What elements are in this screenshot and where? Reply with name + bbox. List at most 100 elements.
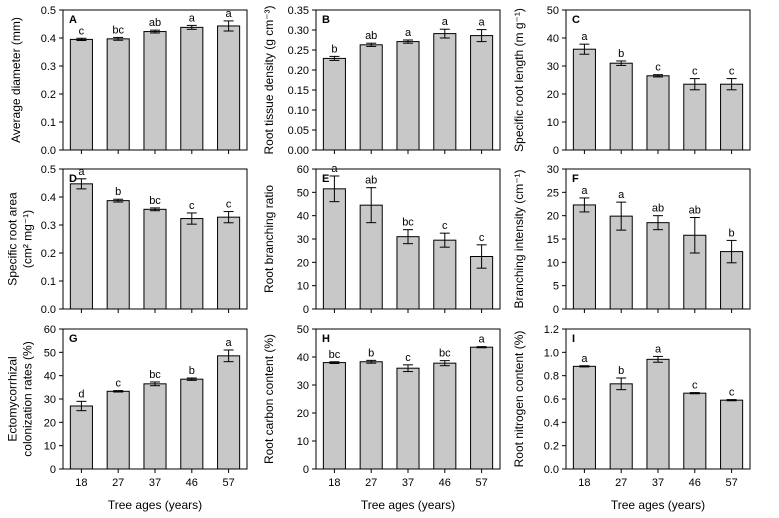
bar xyxy=(720,83,744,151)
y-tick-label: 0.2 xyxy=(41,89,56,101)
significance-label: c xyxy=(189,200,195,212)
y-axis-label: Root carbon content (%) xyxy=(262,334,276,464)
bar xyxy=(646,358,670,470)
significance-label: a xyxy=(442,16,449,28)
y-axis-label: Specific root length (m g⁻¹) xyxy=(512,8,526,152)
y-tick-label: 30 xyxy=(297,234,309,246)
y-tick-label: 20 xyxy=(547,211,559,223)
x-axis-title: Tree ages (years) xyxy=(361,498,455,512)
significance-label: c xyxy=(729,66,735,78)
y-tick-label: 0.5 xyxy=(41,164,56,176)
significance-label: a xyxy=(479,334,486,346)
significance-label: a xyxy=(405,27,412,39)
y-axis-label-line: colonization rates (%) xyxy=(21,341,35,456)
y-tick-label: 0.5 xyxy=(41,5,56,17)
bar xyxy=(69,183,93,310)
y-tick-label: 0.30 xyxy=(288,25,309,37)
y-tick-label: 0 xyxy=(303,304,309,316)
y-tick-label: 5 xyxy=(553,281,559,293)
panel-a: c bc ab a a 0.0 0.1 0.2 0.3 0.4 0.5 A Average diamet… xyxy=(9,5,248,157)
y-tick-label: 10 xyxy=(547,117,559,129)
y-axis-label: Root branching ratio xyxy=(262,185,276,293)
bar xyxy=(396,367,420,470)
significance-label: bc xyxy=(149,195,161,207)
bar xyxy=(572,48,596,151)
x-tick-label: 37 xyxy=(149,477,161,489)
y-tick-label: 0.8 xyxy=(544,371,559,383)
y-tick-label: 10 xyxy=(297,281,309,293)
significance-label: ab xyxy=(652,203,664,215)
bar xyxy=(646,75,670,151)
x-tick-label: 46 xyxy=(689,477,701,489)
x-tick-label: 57 xyxy=(222,477,234,489)
significance-label: c xyxy=(692,66,698,78)
bar xyxy=(322,362,346,470)
x-tick-label: 46 xyxy=(439,477,451,489)
panel-letter: I xyxy=(572,333,575,345)
panel-c: a b c c c 0 10 20 30 40 50 C Specific root length (m… xyxy=(512,5,751,157)
y-axis-label-line: (cm² mg⁻¹) xyxy=(21,210,35,268)
y-axis-label-line: Ectomycorrhizal xyxy=(6,356,20,441)
y-tick-label: 0 xyxy=(50,464,56,476)
y-tick-label: 0.3 xyxy=(41,220,56,232)
significance-label: c xyxy=(729,387,735,399)
y-tick-label: 0.2 xyxy=(41,248,56,260)
significance-label: a xyxy=(226,337,233,349)
y-tick-label: 30 xyxy=(297,380,309,392)
bar xyxy=(69,38,93,151)
significance-label: b xyxy=(189,365,195,377)
y-tick-label: 50 xyxy=(297,187,309,199)
bar xyxy=(359,44,383,151)
x-tick-label: 37 xyxy=(652,477,664,489)
y-tick-label: 0.00 xyxy=(288,145,309,157)
y-tick-label: 0.1 xyxy=(41,276,56,288)
y-tick-label: 60 xyxy=(297,164,309,176)
y-axis-label: Branching intensity (cm⁻¹) xyxy=(512,169,526,308)
panel-f: a a ab ab b 0 5 10 15 20 25 30 F Branching intensity … xyxy=(512,164,751,316)
y-tick-label: 50 xyxy=(547,5,559,17)
bar xyxy=(683,83,707,151)
bar xyxy=(433,362,457,470)
x-axis-title: Tree ages (years) xyxy=(611,498,705,512)
y-tick-label: 0.0 xyxy=(41,304,56,316)
y-axis-label-line: Specific root area xyxy=(6,192,20,286)
y-tick-label: 30 xyxy=(44,394,56,406)
y-tick-label: 0.6 xyxy=(544,394,559,406)
bar xyxy=(143,31,167,151)
significance-label: c xyxy=(405,352,411,364)
significance-label: a xyxy=(581,353,588,365)
significance-label: ab xyxy=(149,17,161,29)
y-tick-label: 60 xyxy=(44,324,56,336)
x-tick-label: 27 xyxy=(615,477,627,489)
y-tick-label: 25 xyxy=(547,187,559,199)
panel-letter: F xyxy=(572,173,579,185)
y-tick-label: 30 xyxy=(547,61,559,73)
bar xyxy=(217,25,241,151)
y-tick-label: 0.25 xyxy=(288,45,309,57)
significance-label: a xyxy=(581,31,588,43)
panel-letter: H xyxy=(322,333,330,345)
panel-letter: A xyxy=(69,14,77,26)
y-tick-label: 10 xyxy=(547,257,559,269)
bar xyxy=(180,378,204,470)
significance-label: a xyxy=(655,343,662,355)
x-tick-label: 27 xyxy=(112,477,124,489)
significance-label: bc xyxy=(149,369,161,381)
x-tick-label: 57 xyxy=(725,477,737,489)
y-tick-label: 20 xyxy=(297,408,309,420)
y-tick-label: 40 xyxy=(297,211,309,223)
bar xyxy=(106,38,130,151)
y-tick-label: 0.0 xyxy=(544,464,559,476)
bar xyxy=(69,405,93,470)
y-tick-label: 0.20 xyxy=(288,65,309,77)
y-tick-label: 0 xyxy=(303,464,309,476)
y-tick-label: 0.05 xyxy=(288,125,309,137)
y-tick-label: 0.4 xyxy=(544,417,559,429)
y-tick-label: 0.4 xyxy=(41,33,56,45)
y-axis-label: Ectomycorrhizalcolonization rates (%) xyxy=(6,341,35,456)
x-tick-label: 46 xyxy=(186,477,198,489)
bar xyxy=(433,33,457,151)
